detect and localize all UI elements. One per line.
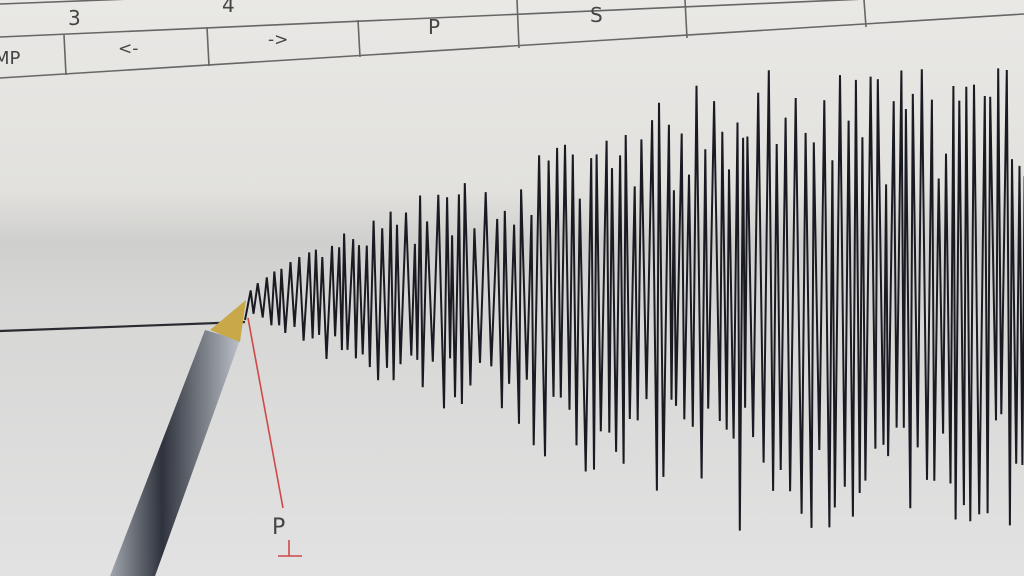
table-top-line: [0, 0, 125, 5]
table-divider: [863, 0, 867, 28]
quiet-trace: [0, 320, 246, 333]
table-divider: [516, 0, 520, 49]
p-wave-marker-line: [247, 317, 284, 509]
pen-tip: [210, 300, 246, 342]
table-divider: [63, 34, 67, 76]
table-row-line: [0, 0, 861, 38]
table-cell-s: S: [590, 3, 603, 27]
table-cell-left-arrow: <-: [118, 39, 138, 59]
table-bottom-line: [0, 13, 1024, 79]
table-cell-right-arrow: ->: [268, 30, 288, 50]
table-divider: [357, 19, 361, 58]
table-cell-mp: MP: [0, 48, 21, 69]
pen: [110, 300, 246, 576]
table-cell-3: 3: [68, 6, 81, 30]
seismic-waveform: [244, 68, 1024, 531]
table-divider: [684, 0, 688, 39]
table-divider: [206, 26, 210, 67]
table-cell-4: 4: [222, 0, 235, 17]
header-table: [0, 0, 1024, 79]
p-wave-tick: [278, 540, 302, 557]
pen-body: [110, 330, 240, 576]
p-wave-marker-label: P: [272, 515, 285, 540]
table-cell-p: P: [428, 15, 440, 39]
